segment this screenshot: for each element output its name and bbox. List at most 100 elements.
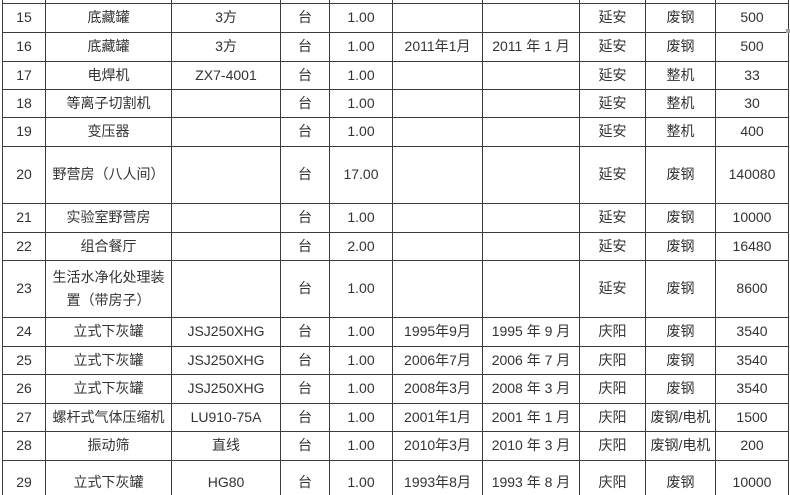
- cell-no: 25: [2, 346, 46, 375]
- cell-date2: 1993 年 8 月: [482, 460, 580, 495]
- cell-date2: [482, 260, 580, 318]
- cell-type: 整机: [645, 117, 716, 147]
- cell-model: 3方: [171, 32, 281, 62]
- cell-location: 庆阳: [579, 431, 646, 461]
- cell-date2: [482, 117, 580, 147]
- cell-qty: 1.00: [329, 374, 393, 404]
- table-row: 24 立式下灰罐 JSJ250XHG 台 1.00 1995年9月 1995 年 9 月庆阳…: [2, 317, 789, 347]
- cell-name: 实验室野营房: [45, 203, 172, 233]
- table-row: 27 螺杆式气体压缩机 LU910-75A 台 1.00 2001年1月 2001 年 1 …: [2, 403, 789, 432]
- cell-no: 28: [2, 431, 46, 461]
- cell-name: 振动筛: [45, 431, 172, 461]
- cell-date1: [392, 146, 483, 204]
- cell-value: 3540: [715, 346, 789, 375]
- cell-date1: [392, 232, 483, 261]
- cell-date2: [482, 232, 580, 261]
- cell-location: 延安: [579, 89, 646, 118]
- cell-type: 废钢: [645, 260, 716, 318]
- cell-qty: 17.00: [329, 146, 393, 204]
- cell-date1: [392, 61, 483, 90]
- scrollbar-thumb-fragment[interactable]: [786, 29, 790, 33]
- cell-date2: 1995 年 9 月: [482, 317, 580, 347]
- cell-unit: 台: [280, 146, 330, 204]
- cell-qty: 1.00: [329, 460, 393, 495]
- cell-location: 延安: [579, 3, 646, 33]
- cell-no: 29: [2, 460, 46, 495]
- cell-location: 延安: [579, 61, 646, 90]
- cell-location: 庆阳: [579, 317, 646, 347]
- cell-qty: 2.00: [329, 232, 393, 261]
- cell-date2: 2008 年 3 月: [482, 374, 580, 404]
- cell-model: 3方: [171, 3, 281, 33]
- cell-name: 底藏罐: [45, 32, 172, 62]
- cell-unit: 台: [280, 403, 330, 432]
- cell-name: 立式下灰罐: [45, 460, 172, 495]
- cell-no: 20: [2, 146, 46, 204]
- cell-model: [171, 232, 281, 261]
- cell-no: 15: [2, 3, 46, 33]
- cell-value: 10000: [715, 460, 789, 495]
- cell-date2: [482, 3, 580, 33]
- cell-type: 废钢: [645, 32, 716, 62]
- cell-unit: 台: [280, 117, 330, 147]
- cell-location: 延安: [579, 32, 646, 62]
- cell-type: 废钢: [645, 146, 716, 204]
- cell-no: 17: [2, 61, 46, 90]
- cell-qty: 1.00: [329, 117, 393, 147]
- cell-date1: [392, 3, 483, 33]
- cell-name: 立式下灰罐: [45, 374, 172, 404]
- cell-value: 400: [715, 117, 789, 147]
- table-row: 23 生活水净化处理装置（带房子） 台 1.00 延安 废钢 8600: [2, 260, 789, 318]
- cell-date2: [482, 61, 580, 90]
- cell-no: 19: [2, 117, 46, 147]
- cell-model: [171, 203, 281, 233]
- table-row: 15 底藏罐 3方台 1.00 延安 废钢 500: [2, 3, 789, 33]
- cell-date2: 2001 年 1 月: [482, 403, 580, 432]
- cell-unit: 台: [280, 460, 330, 495]
- cell-qty: 1.00: [329, 89, 393, 118]
- cell-value: 200: [715, 431, 789, 461]
- cell-unit: 台: [280, 346, 330, 375]
- cell-date2: [482, 146, 580, 204]
- cell-model: JSJ250XHG: [171, 374, 281, 404]
- cell-qty: 1.00: [329, 203, 393, 233]
- cell-value: 500: [715, 32, 789, 62]
- cell-value: 500: [715, 3, 789, 33]
- cell-no: 23: [2, 260, 46, 318]
- cell-date1: [392, 89, 483, 118]
- cell-value: 30: [715, 89, 789, 118]
- cell-model: [171, 146, 281, 204]
- cell-type: 废钢/电机: [645, 403, 716, 432]
- cell-type: 废钢: [645, 203, 716, 233]
- cell-name: 组合餐厅: [45, 232, 172, 261]
- cell-location: 延安: [579, 232, 646, 261]
- cell-model: JSJ250XHG: [171, 346, 281, 375]
- cell-value: 8600: [715, 260, 789, 318]
- cell-date1: [392, 117, 483, 147]
- cell-value: 3540: [715, 317, 789, 347]
- cell-unit: 台: [280, 232, 330, 261]
- cell-date1: 2010年3月: [392, 431, 483, 461]
- cell-value: 1500: [715, 403, 789, 432]
- cell-value: 16480: [715, 232, 789, 261]
- cell-type: 废钢/电机: [645, 431, 716, 461]
- cell-location: 延安: [579, 117, 646, 147]
- cell-location: 庆阳: [579, 460, 646, 495]
- table-row: 19 变压器 台 1.00 延安 整机 400: [2, 117, 789, 147]
- table-row: 21 实验室野营房 台 1.00 延安 废钢 10000: [2, 203, 789, 233]
- cell-type: 废钢: [645, 460, 716, 495]
- cell-no: 22: [2, 232, 46, 261]
- cell-qty: 1.00: [329, 32, 393, 62]
- cell-name: 野营房（八人间）: [45, 146, 172, 204]
- cell-date2: [482, 203, 580, 233]
- cell-qty: 1.00: [329, 346, 393, 375]
- cell-type: 废钢: [645, 317, 716, 347]
- cell-location: 庆阳: [579, 374, 646, 404]
- cell-name: 螺杆式气体压缩机: [45, 403, 172, 432]
- cell-model: [171, 117, 281, 147]
- cell-date2: [482, 89, 580, 118]
- cell-qty: 1.00: [329, 317, 393, 347]
- cell-value: 140080: [715, 146, 789, 204]
- cell-qty: 1.00: [329, 260, 393, 318]
